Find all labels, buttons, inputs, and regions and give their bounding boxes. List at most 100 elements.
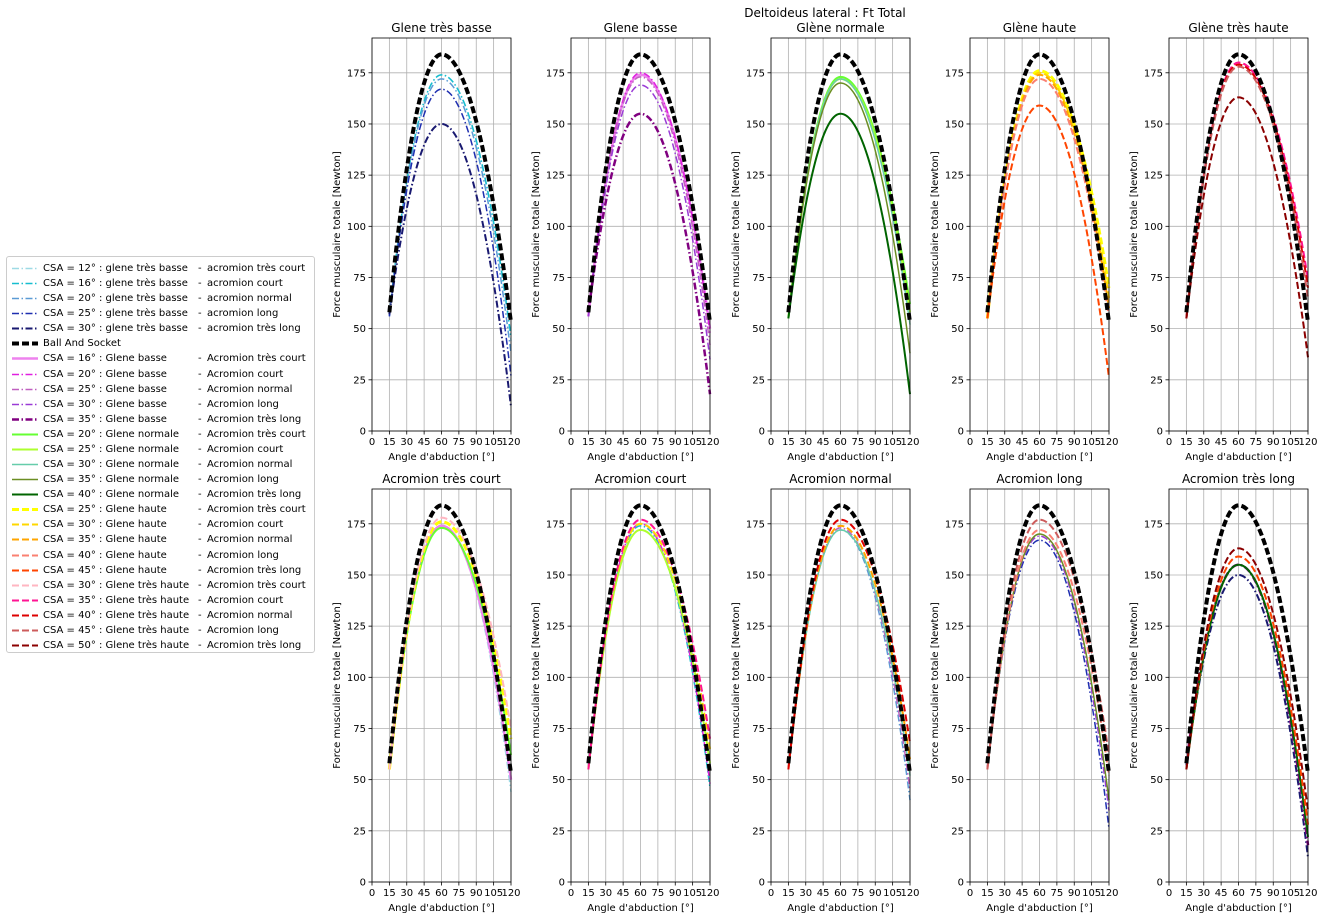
legend-label-acromion: Acromion court — [207, 368, 284, 380]
series-line — [1185, 65, 1309, 319]
x-tick-label: 15 — [782, 437, 795, 448]
y-tick-label: 175 — [1144, 68, 1163, 79]
y-tick-label: 25 — [353, 375, 366, 386]
x-tick-label: 90 — [1068, 888, 1081, 899]
legend-entry: CSA = 45° : Glene très haute - Acromion lo… — [11, 623, 311, 638]
legend-swatch — [12, 282, 38, 285]
legend-separator: - — [198, 413, 202, 425]
series-line — [1184, 503, 1310, 774]
y-tick-label: 125 — [546, 171, 565, 182]
y-tick-label: 150 — [546, 119, 565, 130]
x-tick-label: 0 — [1166, 888, 1172, 899]
y-tick-label: 100 — [945, 673, 964, 684]
legend-label: CSA = 16° : glene très basse — [43, 278, 188, 290]
legend-label: CSA = 30° : Glene haute — [43, 519, 167, 531]
x-tick-label: 120 — [700, 437, 719, 448]
x-tick-label: 90 — [869, 888, 882, 899]
x-tick-label: 60 — [1232, 888, 1245, 899]
y-tick-label: 125 — [945, 622, 964, 633]
x-tick-label: 45 — [817, 437, 830, 448]
series-line — [1185, 573, 1309, 858]
x-tick-label: 90 — [669, 437, 682, 448]
y-tick-label: 100 — [546, 673, 565, 684]
legend-entry: Ball And Socket — [11, 336, 311, 351]
series-line — [786, 52, 912, 323]
y-tick-label: 100 — [546, 222, 565, 233]
x-tick-label: 30 — [400, 888, 413, 899]
legend-entry: CSA = 25° : Glene haute - Acromion très co… — [11, 502, 311, 517]
legend-label: CSA = 50° : Glene très haute — [43, 640, 190, 651]
series-line — [786, 503, 912, 774]
y-axis-label: Force musculaire totale [Newton] — [731, 151, 742, 318]
legend-label-acromion: Acromion long — [207, 474, 279, 486]
series-line — [1185, 96, 1309, 358]
subplot-title: Acromion court — [595, 472, 687, 486]
x-tick-label: 60 — [1033, 888, 1046, 899]
x-axis-label: Angle d'abduction [°] — [587, 903, 694, 914]
subplot-title: Acromion très long — [1182, 472, 1295, 486]
y-tick-label: 125 — [1144, 622, 1163, 633]
legend-entry: CSA = 35° : Glene normale - Acromion long — [11, 472, 311, 487]
legend-label-acromion: Acromion très long — [207, 564, 302, 576]
legend-label: CSA = 25° : Glene haute — [43, 504, 167, 516]
y-tick-label: 75 — [951, 273, 964, 284]
x-tick-label: 15 — [383, 888, 396, 899]
x-tick-label: 75 — [852, 437, 865, 448]
legend-separator: - — [198, 383, 202, 395]
legend-entry: CSA = 45° : Glene haute - Acromion très lo… — [11, 563, 311, 578]
subplot-title: Glène haute — [1003, 21, 1076, 35]
y-tick-label: 150 — [1144, 119, 1163, 130]
x-tick-label: 60 — [634, 437, 647, 448]
legend-entry: CSA = 30° : Glene haute - Acromion court — [11, 517, 311, 532]
legend-swatch — [12, 373, 38, 375]
legend-separator: - — [198, 609, 202, 621]
legend-label-acromion: acromion long — [207, 308, 279, 320]
legend-label: CSA = 25° : glene très basse — [43, 308, 188, 320]
x-tick-label: 60 — [435, 437, 448, 448]
legend-entry: CSA = 35° : Glene basse - Acromion très lo… — [11, 412, 311, 427]
x-tick-label: 45 — [1215, 437, 1228, 448]
y-tick-label: 0 — [360, 878, 366, 889]
y-tick-label: 75 — [752, 273, 765, 284]
y-axis-label: Force musculaire totale [Newton] — [930, 151, 941, 318]
legend-separator: - — [198, 459, 202, 471]
x-tick-label: 30 — [799, 437, 812, 448]
y-tick-label: 0 — [360, 427, 366, 438]
subplot-title: Glène normale — [796, 21, 884, 35]
legend-swatch — [12, 478, 38, 481]
legend-separator: - — [198, 594, 202, 606]
y-tick-label: 50 — [1150, 775, 1163, 786]
x-tick-label: 0 — [967, 888, 973, 899]
x-axis-label: Angle d'abduction [°] — [986, 903, 1093, 914]
legend-entry: CSA = 12° : glene très basse - acromion tr… — [11, 261, 311, 276]
legend-entry: CSA = 20° : Glene normale - Acromion très … — [11, 427, 311, 442]
x-axis-label: Angle d'abduction [°] — [388, 452, 495, 463]
legend-label: CSA = 25° : Glene normale — [43, 443, 180, 455]
legend-label-acromion: Acromion normal — [207, 534, 293, 546]
legend-swatch — [12, 357, 38, 361]
legend-label-acromion: Acromion très court — [207, 353, 306, 365]
legend-entry: CSA = 16° : glene très basse - acromion co… — [11, 276, 311, 291]
legend-separator: - — [198, 278, 202, 290]
y-tick-label: 175 — [347, 519, 366, 530]
legend-separator: - — [198, 263, 202, 274]
y-tick-label: 125 — [746, 171, 765, 182]
x-tick-label: 75 — [852, 888, 865, 899]
x-tick-label: 105 — [1281, 437, 1300, 448]
legend-swatch — [12, 569, 38, 572]
series-line — [387, 52, 513, 323]
legend-label-acromion: Acromion court — [207, 594, 284, 606]
y-tick-label: 0 — [1157, 878, 1163, 889]
legend-separator: - — [198, 640, 202, 651]
y-tick-label: 50 — [951, 324, 964, 335]
x-tick-label: 105 — [883, 888, 902, 899]
legend-swatch — [12, 523, 38, 526]
x-tick-label: 90 — [1068, 437, 1081, 448]
x-tick-label: 60 — [435, 888, 448, 899]
legend-entry: CSA = 40° : Glene très haute - Acromion no… — [11, 608, 311, 623]
y-tick-label: 75 — [552, 273, 565, 284]
